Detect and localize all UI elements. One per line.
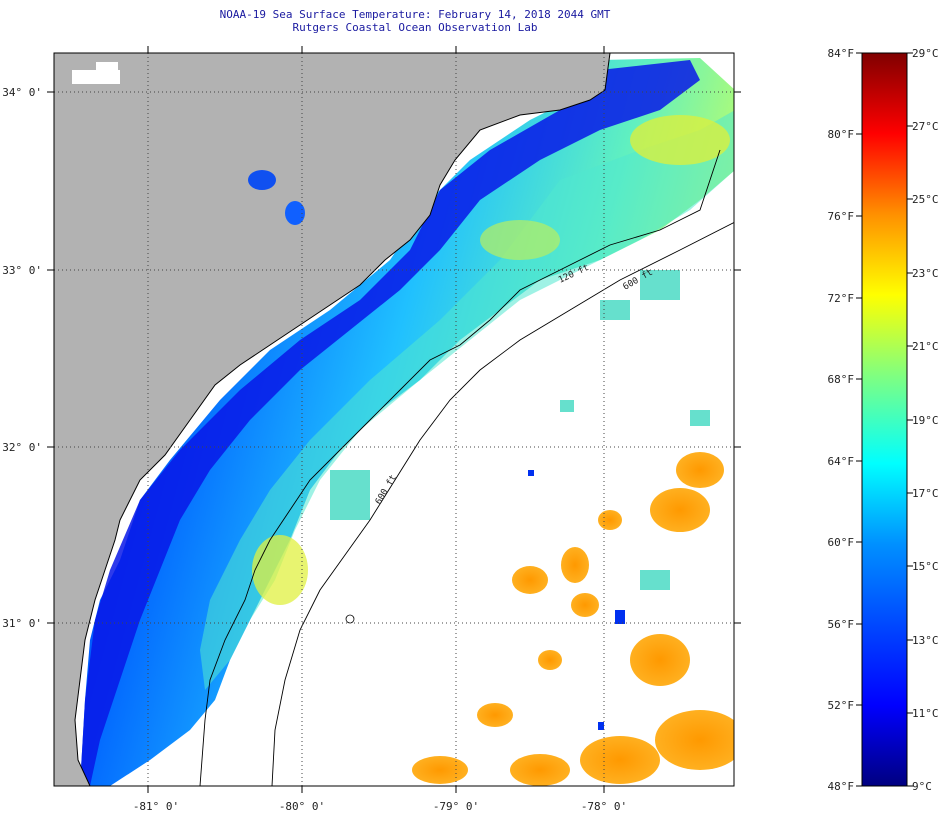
lat-label: 32° 0' [2,441,42,454]
lon-label: -78° 0' [580,800,628,813]
lat-label: 31° 0' [2,617,42,630]
inland-lake [248,170,276,190]
sst-warm-patch [480,220,560,260]
lat-label: 33° 0' [2,264,42,277]
inland-lake [285,201,305,225]
colorbar-f-label: 76°F [827,210,855,223]
colorbar-c-label: 27°C [912,120,939,133]
colorbar-f-label: 48°F [827,780,855,793]
lon-label: -79° 0' [432,800,480,813]
frame-ticks [47,46,741,793]
map-subtitle: Rutgers Coastal Ocean Observation Lab [292,21,538,34]
map-title: NOAA-19 Sea Surface Temperature: Februar… [219,8,611,21]
sst-scatter-blue [528,470,625,730]
colorbar-c-label: 11°C [912,707,939,720]
coastline [74,53,611,786]
lon-label: -81° 0' [132,800,180,813]
colorbar-c-label: 9°C [912,780,932,793]
colorbar-f-label: 84°F [827,47,855,60]
sst-gulf-stream [412,452,734,786]
graticule [54,53,734,786]
colorbar-c-label: 25°C [912,193,939,206]
colorbar-c-label: 23°C [912,267,939,280]
sst-warm-patch [630,115,730,165]
colorbar-f-label: 60°F [827,536,855,549]
colorbar-f-label: 80°F [827,128,855,141]
colorbar [861,52,908,787]
colorbar-f-label: 52°F [827,699,855,712]
colorbar-ticks [856,52,913,787]
lat-label: 34° 0' [2,86,42,99]
sst-warm-patch [252,535,308,605]
colorbar-f-label: 68°F [827,373,855,386]
colorbar-c-label: 21°C [912,340,939,353]
colorbar-c-label: 17°C [912,487,939,500]
lon-label: -80° 0' [278,800,326,813]
sst-mid-shelf [200,110,734,690]
colorbar-c-label: 15°C [912,560,939,573]
colorbar-c-label: 19°C [912,414,939,427]
colorbar-c-label: 29°C [912,47,939,60]
colorbar-f-label: 72°F [827,292,855,305]
cloud-mask-land [72,62,120,84]
isobath-120ft [199,149,721,786]
sst-offshore-scatter [330,270,710,590]
colorbar-f-label: 64°F [827,455,855,468]
colorbar-c-label: 13°C [912,634,939,647]
land [54,53,610,786]
isobath-600ft [271,222,734,786]
colorbar-f-label: 56°F [827,618,855,631]
